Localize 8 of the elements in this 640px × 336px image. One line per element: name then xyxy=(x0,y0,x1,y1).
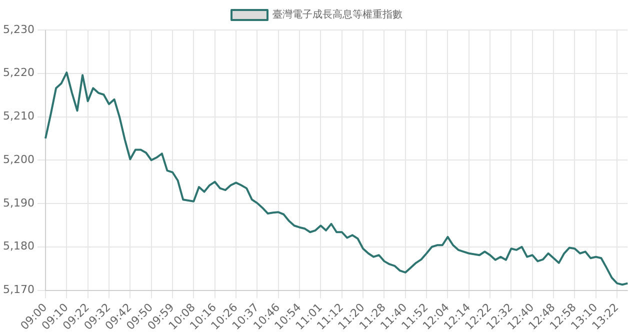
y-tick-label: 5,170 xyxy=(2,283,34,296)
y-tick-label: 5,200 xyxy=(2,152,34,166)
y-tick-label: 5,180 xyxy=(2,240,34,253)
y-tick-label: 5,190 xyxy=(2,196,34,210)
y-tick-label: 5,230 xyxy=(2,22,34,36)
y-tick-label: 5,220 xyxy=(2,66,34,80)
y-tick-label: 5,210 xyxy=(2,110,34,123)
legend-label: 臺灣電子成長高息等權重指數 xyxy=(272,8,402,21)
